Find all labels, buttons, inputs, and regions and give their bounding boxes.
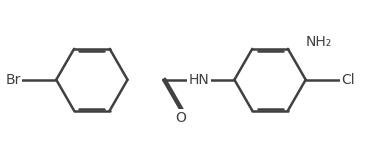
Text: HN: HN (188, 73, 209, 87)
Text: NH₂: NH₂ (306, 35, 332, 49)
Text: Br: Br (5, 73, 20, 87)
Text: O: O (176, 111, 187, 125)
Text: Cl: Cl (341, 73, 355, 87)
